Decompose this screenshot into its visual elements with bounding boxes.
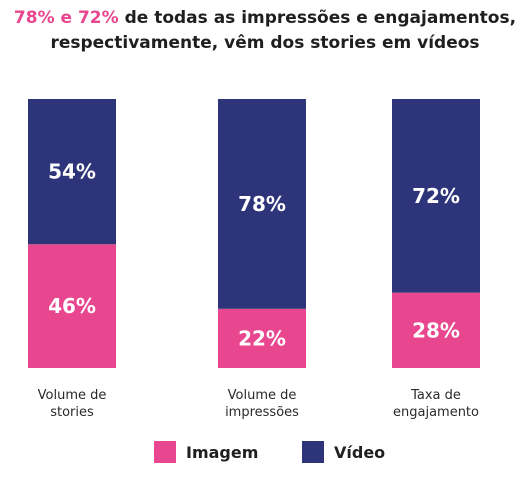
legend-swatch-video — [302, 441, 324, 463]
bar-imagem-1 — [28, 244, 116, 368]
legend: Imagem Vídeo — [0, 441, 530, 471]
title-line-1-rest: de todas as impressões e engajamentos, — [118, 8, 517, 28]
data-label-imagem-2: 22% — [238, 326, 286, 350]
category-label-1-line-1: Volume de — [38, 388, 107, 403]
stacked-bar-chart: 46% 54% Volume de stories 22% 78% Volume de imp… — [28, 99, 480, 420]
category-label-3-line-1: Taxa de — [410, 388, 461, 403]
title-highlight: 78% e 72% — [13, 8, 119, 28]
data-label-video-2: 78% — [238, 192, 286, 216]
legend-swatch-imagem — [154, 441, 176, 463]
data-label-imagem-3: 28% — [412, 318, 460, 342]
category-label-2-line-2: impressões — [225, 405, 299, 420]
legend-item-video: Vídeo — [302, 441, 385, 463]
title-line-2: respectivamente, vêm dos stories em víde… — [50, 33, 480, 53]
bar-imagem-3 — [392, 292, 480, 368]
category-label-2-line-1: Volume de — [228, 388, 297, 403]
data-label-imagem-1: 46% — [48, 294, 96, 318]
title-line-1: 78% e 72% de todas as impressões e engaj… — [0, 6, 530, 31]
bar-video-2 — [218, 99, 306, 309]
legend-item-imagem: Imagem — [154, 441, 258, 463]
category-label-1-line-2: stories — [50, 405, 94, 420]
data-label-video-1: 54% — [48, 160, 96, 184]
category-label-3-line-2: engajamento — [393, 405, 479, 420]
legend-label-imagem: Imagem — [186, 442, 259, 462]
bar-video-1 — [28, 99, 116, 245]
bar-imagem-2 — [218, 308, 306, 368]
chart-title: 78% e 72% de todas as impressões e engaj… — [0, 6, 530, 56]
legend-label-video: Vídeo — [334, 442, 386, 462]
bar-video-3 — [392, 99, 480, 293]
data-label-video-3: 72% — [412, 184, 460, 208]
